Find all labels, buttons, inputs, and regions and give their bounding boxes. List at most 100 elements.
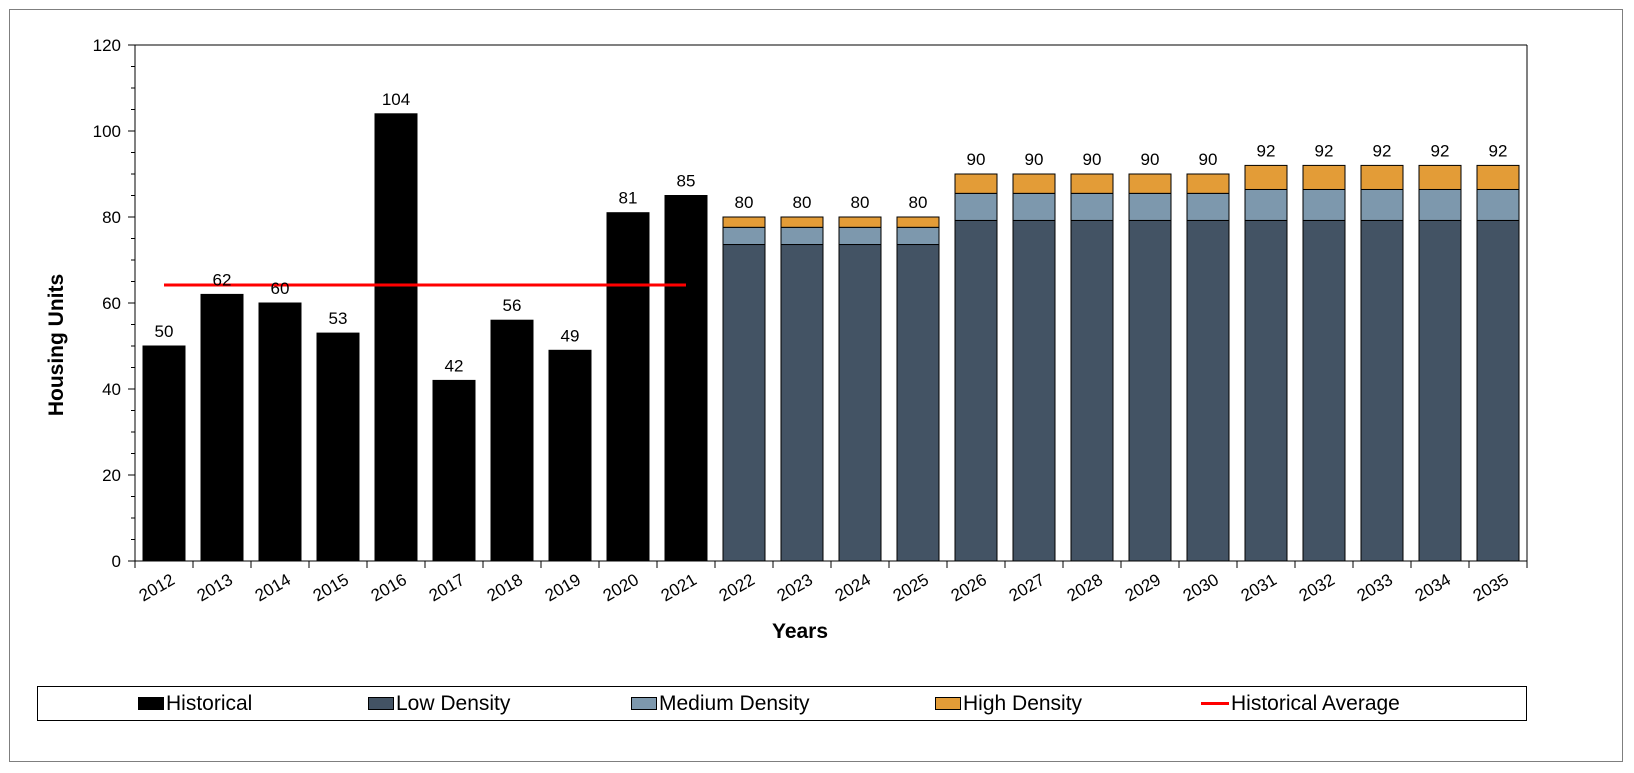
legend-item-high-density: High Density <box>935 687 1082 720</box>
y-tick-label-0: 0 <box>112 552 121 571</box>
x-tick-label-2012: 2012 <box>136 570 178 605</box>
axes-group <box>128 44 1528 568</box>
bar-low-density-2031 <box>1244 219 1288 562</box>
bar-medium-density-2029 <box>1128 192 1172 221</box>
bar-high-density-2025 <box>896 216 940 228</box>
y-tick-label-120: 120 <box>93 36 121 55</box>
bars-group <box>142 113 1520 562</box>
y-axis-title: Housing Units <box>45 274 68 416</box>
x-tick-label-2020: 2020 <box>600 570 642 605</box>
x-tick-label-2035: 2035 <box>1470 570 1512 605</box>
x-tick-label-2024: 2024 <box>832 570 874 605</box>
data-label-2016: 104 <box>382 90 410 109</box>
bar-low-density-2023 <box>780 244 824 562</box>
x-tick-label-2022: 2022 <box>716 570 758 605</box>
bar-historical-2015 <box>316 332 360 562</box>
x-tick-label-2018: 2018 <box>484 570 526 605</box>
bar-low-density-2032 <box>1302 219 1346 562</box>
bar-high-density-2034 <box>1418 164 1462 190</box>
y-tick-label-80: 80 <box>102 208 121 227</box>
bar-high-density-2030 <box>1186 173 1230 194</box>
bar-high-density-2035 <box>1476 164 1520 190</box>
data-label-2024: 80 <box>851 193 870 212</box>
legend-item-historical-average: Historical Average <box>1201 687 1400 720</box>
bar-historical-2020 <box>606 212 650 562</box>
legend-label-medium-density: Medium Density <box>659 691 810 715</box>
y-tick-label-20: 20 <box>102 466 121 485</box>
x-tick-label-2016: 2016 <box>368 570 410 605</box>
legend: Historical Low Density Medium Density Hi… <box>37 686 1527 721</box>
bar-historical-2014 <box>258 302 302 562</box>
legend-line-historical-average <box>1201 702 1229 705</box>
legend-label-historical-average: Historical Average <box>1231 691 1400 715</box>
bar-low-density-2029 <box>1128 219 1172 562</box>
y-tick-label-40: 40 <box>102 380 121 399</box>
data-label-2028: 90 <box>1083 150 1102 169</box>
bar-high-density-2029 <box>1128 173 1172 194</box>
data-label-2029: 90 <box>1141 150 1160 169</box>
bar-low-density-2033 <box>1360 219 1404 562</box>
x-tick-label-2029: 2029 <box>1122 570 1164 605</box>
data-label-2023: 80 <box>793 193 812 212</box>
bar-high-density-2033 <box>1360 164 1404 190</box>
data-label-2014: 60 <box>271 279 290 298</box>
bar-historical-2016 <box>374 113 418 562</box>
bar-medium-density-2022 <box>722 226 766 246</box>
x-tick-label-2019: 2019 <box>542 570 584 605</box>
legend-item-low-density: Low Density <box>368 687 510 720</box>
data-label-2033: 92 <box>1373 141 1392 160</box>
bar-historical-2021 <box>664 195 708 562</box>
data-label-2020: 81 <box>619 189 638 208</box>
bar-low-density-2026 <box>954 219 998 562</box>
bar-high-density-2031 <box>1244 164 1288 190</box>
data-label-2025: 80 <box>909 193 928 212</box>
bar-low-density-2024 <box>838 244 882 562</box>
bar-medium-density-2024 <box>838 226 882 246</box>
legend-item-historical: Historical <box>138 687 252 720</box>
data-label-2013: 62 <box>213 270 232 289</box>
bar-medium-density-2026 <box>954 192 998 221</box>
x-tick-label-2030: 2030 <box>1180 570 1222 605</box>
legend-swatch-historical <box>138 697 164 710</box>
x-tick-label-2013: 2013 <box>194 570 236 605</box>
bar-medium-density-2032 <box>1302 188 1346 221</box>
data-label-2018: 56 <box>503 296 522 315</box>
bar-medium-density-2035 <box>1476 188 1520 221</box>
legend-swatch-low-density <box>368 697 394 710</box>
y-tick-label-100: 100 <box>93 122 121 141</box>
data-label-2021: 85 <box>677 172 696 191</box>
bar-historical-2013 <box>200 293 244 562</box>
x-tick-label-2015: 2015 <box>310 570 352 605</box>
x-tick-label-2021: 2021 <box>658 570 700 605</box>
data-labels-group: 50 62 60 53 104 42 56 49 81 85 80 80 80 80 90 90 90 90 90 9… <box>155 90 1508 376</box>
legend-label-low-density: Low Density <box>396 691 511 715</box>
bar-low-density-2027 <box>1012 219 1056 562</box>
x-tick-label-2017: 2017 <box>426 570 468 605</box>
x-tick-label-2025: 2025 <box>890 570 932 605</box>
bar-historical-2019 <box>548 349 592 562</box>
bar-high-density-2032 <box>1302 164 1346 190</box>
bar-medium-density-2023 <box>780 226 824 246</box>
bar-historical-2018 <box>490 319 534 562</box>
data-label-2030: 90 <box>1199 150 1218 169</box>
bar-medium-density-2027 <box>1012 192 1056 221</box>
bar-historical-2012 <box>142 345 186 562</box>
x-tick-labels-group: 2012 2013 2014 2015 2016 2017 2018 2019 2020 2021… <box>136 570 1512 605</box>
bar-medium-density-2028 <box>1070 192 1114 221</box>
data-label-2031: 92 <box>1257 141 1276 160</box>
bar-low-density-2025 <box>896 244 940 562</box>
bar-medium-density-2034 <box>1418 188 1462 221</box>
bar-high-density-2026 <box>954 173 998 194</box>
bar-high-density-2023 <box>780 216 824 228</box>
bar-medium-density-2030 <box>1186 192 1230 221</box>
x-tick-label-2031: 2031 <box>1238 570 1280 605</box>
bar-high-density-2028 <box>1070 173 1114 194</box>
bar-low-density-2030 <box>1186 219 1230 562</box>
data-label-2015: 53 <box>329 309 348 328</box>
data-label-2012: 50 <box>155 322 174 341</box>
bar-high-density-2024 <box>838 216 882 228</box>
x-tick-label-2033: 2033 <box>1354 570 1396 605</box>
x-tick-label-2027: 2027 <box>1006 570 1048 605</box>
data-label-2019: 49 <box>561 326 580 345</box>
